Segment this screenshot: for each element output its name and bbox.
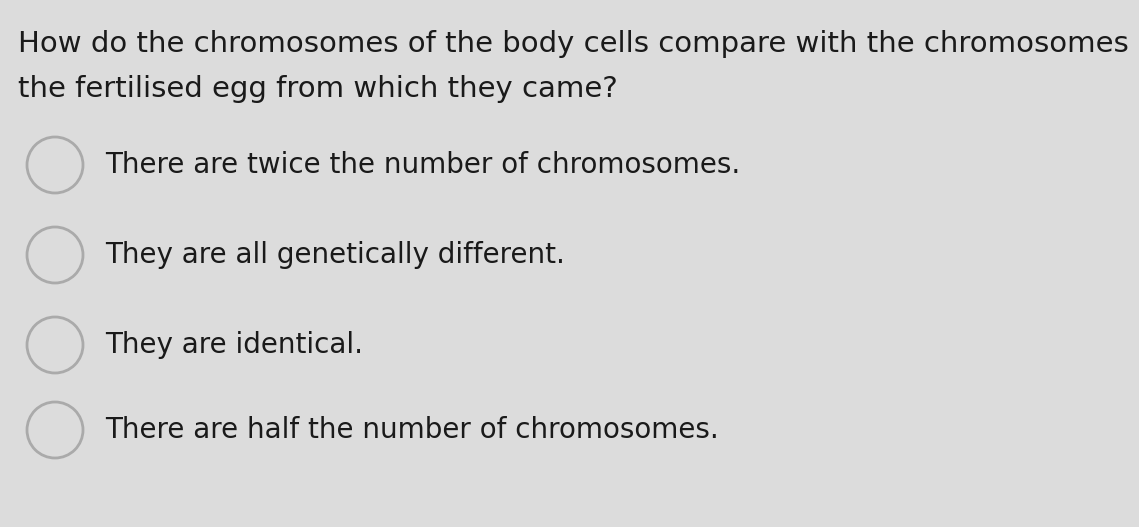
Text: the fertilised egg from which they came?: the fertilised egg from which they came? bbox=[18, 75, 617, 103]
Text: How do the chromosomes of the body cells compare with the chromosomes in: How do the chromosomes of the body cells… bbox=[18, 30, 1139, 58]
Text: There are half the number of chromosomes.: There are half the number of chromosomes… bbox=[105, 416, 719, 444]
Text: They are identical.: They are identical. bbox=[105, 331, 363, 359]
Text: They are all genetically different.: They are all genetically different. bbox=[105, 241, 565, 269]
Text: There are twice the number of chromosomes.: There are twice the number of chromosome… bbox=[105, 151, 740, 179]
